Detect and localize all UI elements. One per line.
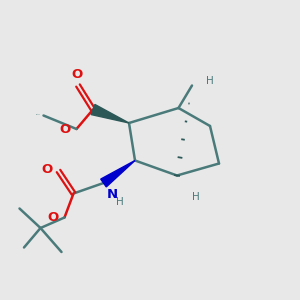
Text: H: H [116, 197, 124, 207]
Text: O: O [60, 122, 71, 136]
Text: O: O [42, 163, 53, 176]
Text: H: H [192, 192, 200, 202]
Text: N: N [106, 188, 118, 201]
Text: O: O [48, 211, 59, 224]
Text: O: O [71, 68, 82, 81]
Polygon shape [101, 160, 135, 187]
Text: H: H [206, 76, 213, 86]
Text: methyl: methyl [36, 113, 40, 115]
Polygon shape [91, 104, 129, 123]
